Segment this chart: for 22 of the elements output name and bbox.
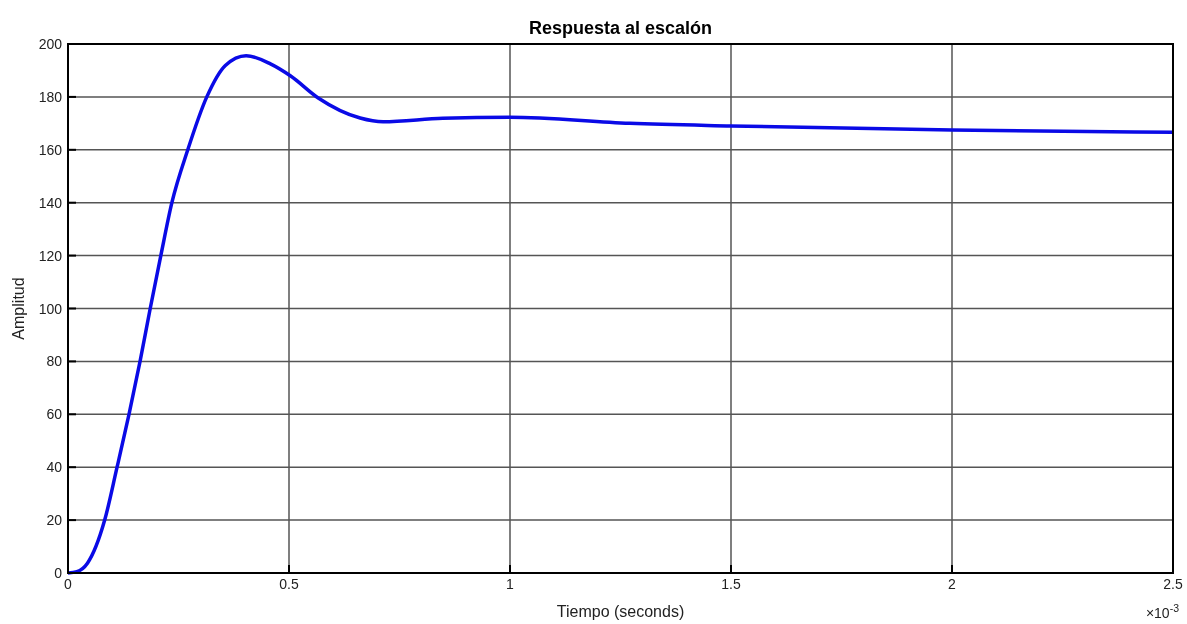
x-tick-label: 2 [948,576,957,592]
text: ×10$^{-3}$ [1145,602,1180,621]
y-axis-title: Amplitud [10,277,27,340]
y-tick-label: 200 [38,36,63,52]
y-tick-label: 20 [46,512,63,529]
x-tick-label: 1 [506,576,515,592]
y-tick-label: 160 [38,141,63,158]
y-tick-label: 60 [46,406,63,423]
y-tick-label: 120 [38,247,63,264]
y-tick-label: 40 [46,459,63,476]
y-tick-label: 180 [38,88,63,105]
y-tick-label: 80 [46,353,63,370]
y-tick-label: 0 [54,565,63,581]
chart-title: Respuesta al escalón [528,18,713,38]
x-axis-title: Tiempo (seconds) [556,603,685,620]
x-tick-label: 1.5 [721,576,741,592]
x-tick-label: 2.5 [1163,576,1183,592]
line-series [66,53,1175,575]
y-tick-label: 140 [38,194,63,211]
y-tick-label: 100 [38,300,63,317]
x-tick-label: 0 [64,576,73,592]
x-tick-label: 0.5 [279,576,299,592]
